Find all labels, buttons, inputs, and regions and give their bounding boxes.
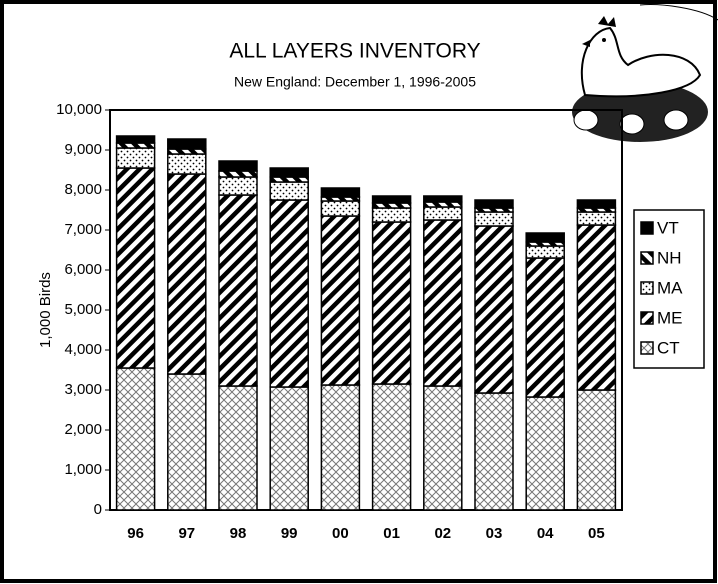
bar-segment — [475, 200, 513, 208]
legend-swatch — [641, 342, 653, 354]
legend-label: MA — [657, 278, 683, 297]
legend-label: ME — [657, 308, 683, 327]
bar-segment — [577, 212, 615, 225]
bar-segment — [117, 148, 155, 168]
y-tick-label: 10,000 — [56, 101, 102, 118]
bar-segment — [321, 188, 359, 197]
y-tick-label: 5,000 — [64, 301, 102, 318]
chart: ALL LAYERS INVENTORY New England: Decemb… — [0, 0, 718, 584]
x-tick-label: 96 — [127, 525, 144, 542]
x-tick-label: 05 — [588, 525, 605, 542]
bar-segment — [270, 387, 308, 510]
hen-icon — [572, 5, 718, 142]
bar-segment — [577, 390, 615, 510]
legend-label: CT — [657, 338, 680, 357]
x-tick-label: 00 — [332, 525, 349, 542]
bar-segment — [475, 393, 513, 510]
legend-swatch — [641, 252, 653, 264]
chart-title: ALL LAYERS INVENTORY — [229, 40, 480, 63]
y-tick-label: 6,000 — [64, 261, 102, 278]
bar-segment — [424, 207, 462, 220]
bar-segment — [117, 368, 155, 510]
bar-segment — [424, 220, 462, 386]
bar-segment — [424, 196, 462, 202]
bar-segment — [219, 161, 257, 171]
y-tick-label: 4,000 — [64, 341, 102, 358]
bar-segment — [168, 174, 206, 374]
y-tick-label: 0 — [94, 501, 102, 518]
legend-label: VT — [657, 218, 679, 237]
legend-swatch — [641, 222, 653, 234]
bar-segment — [219, 195, 257, 386]
bar-segment — [475, 226, 513, 393]
bar-segment — [373, 222, 411, 384]
x-tick-label: 01 — [383, 525, 400, 542]
bar-segment — [270, 168, 308, 177]
legend-swatch — [641, 282, 653, 294]
y-axis-label: 1,000 Birds — [37, 272, 54, 348]
legend-label: NH — [657, 248, 682, 267]
bar-segment — [526, 397, 564, 510]
bar-segment — [219, 171, 257, 177]
bar-segment — [321, 385, 359, 510]
y-tick-label: 2,000 — [64, 421, 102, 438]
bar-segment — [526, 233, 564, 242]
legend-swatch — [641, 312, 653, 324]
bar-segment — [475, 212, 513, 226]
y-tick-label: 3,000 — [64, 381, 102, 398]
bar-segment — [168, 139, 206, 149]
bar-segment — [270, 182, 308, 200]
y-tick-label: 1,000 — [64, 461, 102, 478]
x-tick-label: 98 — [230, 525, 247, 542]
bar-segment — [168, 374, 206, 510]
bar-segment — [321, 216, 359, 385]
bar-segment — [373, 196, 411, 203]
bar-segment — [270, 200, 308, 387]
y-tick-label: 9,000 — [64, 141, 102, 158]
x-tick-label: 03 — [486, 525, 503, 542]
bar-segment — [526, 258, 564, 397]
x-tick-label: 99 — [281, 525, 298, 542]
bar-segment — [219, 386, 257, 510]
y-tick-label: 7,000 — [64, 221, 102, 238]
bar-segment — [373, 384, 411, 510]
bar-segment — [526, 246, 564, 258]
bar-segment — [424, 386, 462, 510]
bar-segment — [577, 225, 615, 390]
bar-segment — [577, 200, 615, 208]
bar-segment — [117, 168, 155, 368]
x-tick-label: 97 — [178, 525, 195, 542]
y-tick-label: 8,000 — [64, 181, 102, 198]
bar-segment — [219, 177, 257, 195]
bar-segment — [321, 201, 359, 216]
bar-segment — [373, 208, 411, 222]
x-tick-label: 04 — [537, 525, 554, 542]
chart-subtitle: New England: December 1, 1996-2005 — [234, 74, 476, 90]
bar-segment — [117, 136, 155, 143]
bar-segment — [168, 154, 206, 174]
x-tick-label: 02 — [434, 525, 451, 542]
